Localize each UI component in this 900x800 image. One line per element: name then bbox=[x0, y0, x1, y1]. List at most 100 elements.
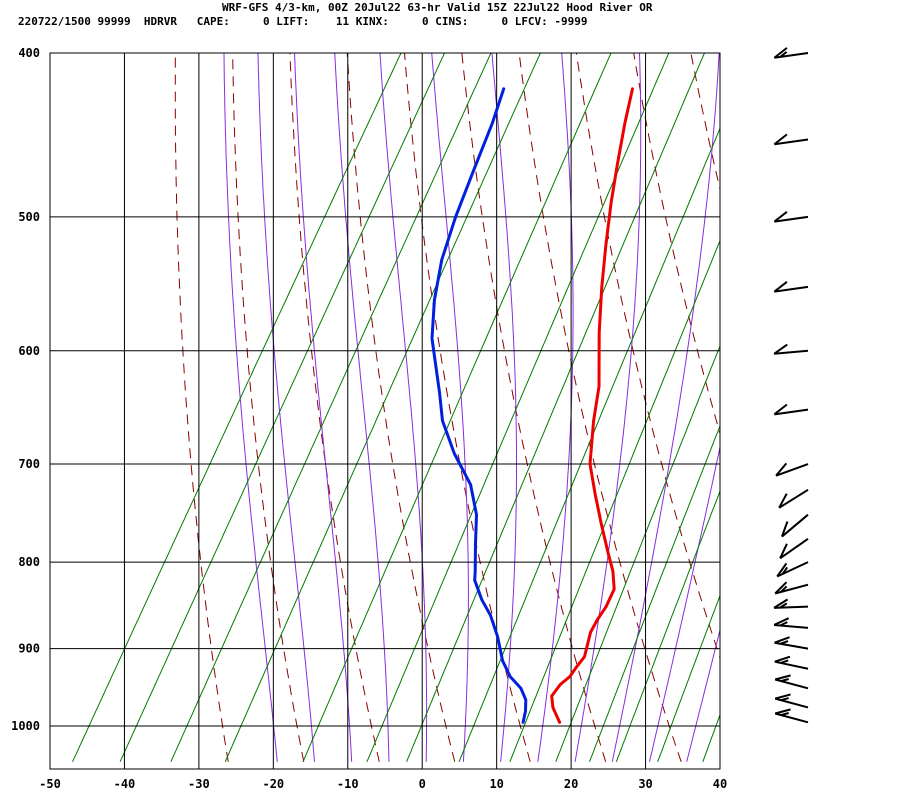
wind-barb bbox=[779, 537, 809, 560]
moist-adiabat bbox=[293, 53, 353, 762]
mixing-ratio-line bbox=[702, 713, 720, 762]
barb-feather bbox=[774, 655, 791, 663]
moist-adiabat bbox=[686, 628, 720, 762]
barb-staff bbox=[774, 641, 809, 650]
barb-feather bbox=[781, 521, 789, 537]
barb-half-feather bbox=[780, 678, 789, 683]
dry-adiabat bbox=[232, 53, 305, 762]
wind-barb bbox=[773, 343, 809, 355]
barb-feather bbox=[773, 280, 788, 293]
moist-adiabat bbox=[334, 53, 390, 762]
barb-staff bbox=[774, 285, 809, 293]
pressure-tick-label: 400 bbox=[18, 46, 40, 60]
mixing-ratio-line bbox=[589, 424, 720, 762]
moist-adiabat bbox=[649, 444, 720, 762]
sounding-header: WRF-GFS 4/3-km, 00Z 20Jul22 63-hr Valid … bbox=[0, 0, 900, 32]
wind-barb bbox=[776, 561, 809, 578]
barb-staff bbox=[774, 408, 809, 416]
wind-barb bbox=[773, 598, 809, 609]
wind-barb bbox=[773, 280, 809, 293]
y-tick-labels: 400 500 600 700 800 900 1000 bbox=[11, 46, 40, 733]
wind-barb bbox=[774, 674, 809, 690]
temp-tick-label: -50 bbox=[39, 777, 61, 791]
barb-feather bbox=[774, 708, 791, 715]
barb-staff bbox=[774, 660, 809, 670]
profiles bbox=[430, 87, 634, 724]
wind-barb bbox=[773, 210, 809, 223]
barb-feather bbox=[775, 462, 788, 477]
dewpoint-profile bbox=[430, 87, 528, 724]
barb-feather bbox=[778, 493, 788, 509]
barb-feather bbox=[773, 403, 788, 416]
barb-feather bbox=[773, 210, 788, 223]
barb-half-feather bbox=[779, 621, 788, 627]
mixing-ratio-line bbox=[509, 239, 720, 762]
barb-half-feather bbox=[780, 697, 789, 702]
wind-barb bbox=[774, 636, 809, 650]
barb-staff bbox=[776, 561, 809, 578]
dry-adiabat bbox=[801, 34, 900, 761]
dry-adiabat bbox=[690, 53, 720, 192]
barb-staff bbox=[779, 537, 809, 560]
barb-staff bbox=[774, 215, 809, 223]
wind-barb bbox=[773, 133, 809, 146]
barb-staff bbox=[773, 605, 809, 609]
barb-half-feather bbox=[780, 659, 789, 664]
barb-half-feather bbox=[779, 51, 788, 58]
barb-feather bbox=[774, 674, 791, 681]
barb-half-feather bbox=[780, 585, 788, 593]
barb-staff bbox=[774, 678, 809, 690]
pressure-tick-label: 500 bbox=[18, 210, 40, 224]
mixing-ratio-line bbox=[657, 594, 720, 762]
barb-half-feather bbox=[781, 566, 789, 575]
barb-staff bbox=[774, 52, 809, 59]
wind-barb bbox=[774, 655, 809, 670]
grid bbox=[49, 52, 721, 769]
temp-tick-label: 0 bbox=[419, 777, 426, 791]
wind-barb bbox=[773, 47, 809, 59]
pressure-tick-label: 700 bbox=[18, 457, 40, 471]
dry-adiabat bbox=[744, 34, 900, 761]
wind-barb bbox=[774, 708, 809, 724]
mixing-ratio-line bbox=[615, 489, 720, 762]
moist-adiabat bbox=[223, 53, 278, 762]
barb-feather bbox=[773, 47, 788, 59]
wind-barb bbox=[778, 488, 809, 509]
mixing-ratio-line bbox=[119, 53, 446, 763]
dry-adiabat bbox=[174, 53, 229, 762]
barb-staff bbox=[778, 488, 809, 509]
barb-staff bbox=[774, 712, 809, 724]
temp-tick-label: -10 bbox=[337, 777, 359, 791]
moist-adiabat bbox=[724, 34, 900, 761]
dry-adiabat bbox=[461, 53, 607, 762]
barb-feather bbox=[774, 581, 788, 595]
mixing-ratio-line bbox=[72, 53, 402, 763]
wind-barbs bbox=[773, 47, 809, 724]
barb-feather bbox=[774, 693, 791, 700]
barb-feather bbox=[774, 636, 790, 644]
x-tick-labels: -50 -40 -30 -20 -10 0 10 20 30 40 bbox=[39, 777, 727, 791]
dry-adiabat bbox=[858, 34, 900, 761]
plot-frame bbox=[49, 52, 721, 770]
pressure-tick-label: 600 bbox=[18, 344, 40, 358]
wind-barb bbox=[775, 462, 809, 477]
temp-tick-label: 10 bbox=[489, 777, 503, 791]
barb-staff bbox=[774, 349, 809, 355]
barb-half-feather bbox=[780, 640, 789, 645]
pressure-tick-label: 900 bbox=[18, 642, 40, 656]
mixing-ratio-line bbox=[406, 53, 706, 762]
barb-feather bbox=[773, 133, 788, 146]
mixing-ratio-line bbox=[555, 344, 720, 762]
barb-half-feather bbox=[779, 602, 788, 609]
barb-staff bbox=[781, 513, 809, 538]
temp-tick-label: 40 bbox=[713, 777, 727, 791]
barb-staff bbox=[774, 138, 809, 146]
temp-tick-label: -20 bbox=[262, 777, 284, 791]
wind-barb bbox=[773, 403, 809, 416]
dry-adiabat bbox=[575, 53, 720, 660]
barb-staff bbox=[775, 463, 809, 477]
wind-barb bbox=[774, 581, 809, 595]
temp-tick-label: 30 bbox=[638, 777, 652, 791]
dry-adiabat bbox=[633, 53, 720, 436]
wind-barb bbox=[781, 513, 809, 538]
